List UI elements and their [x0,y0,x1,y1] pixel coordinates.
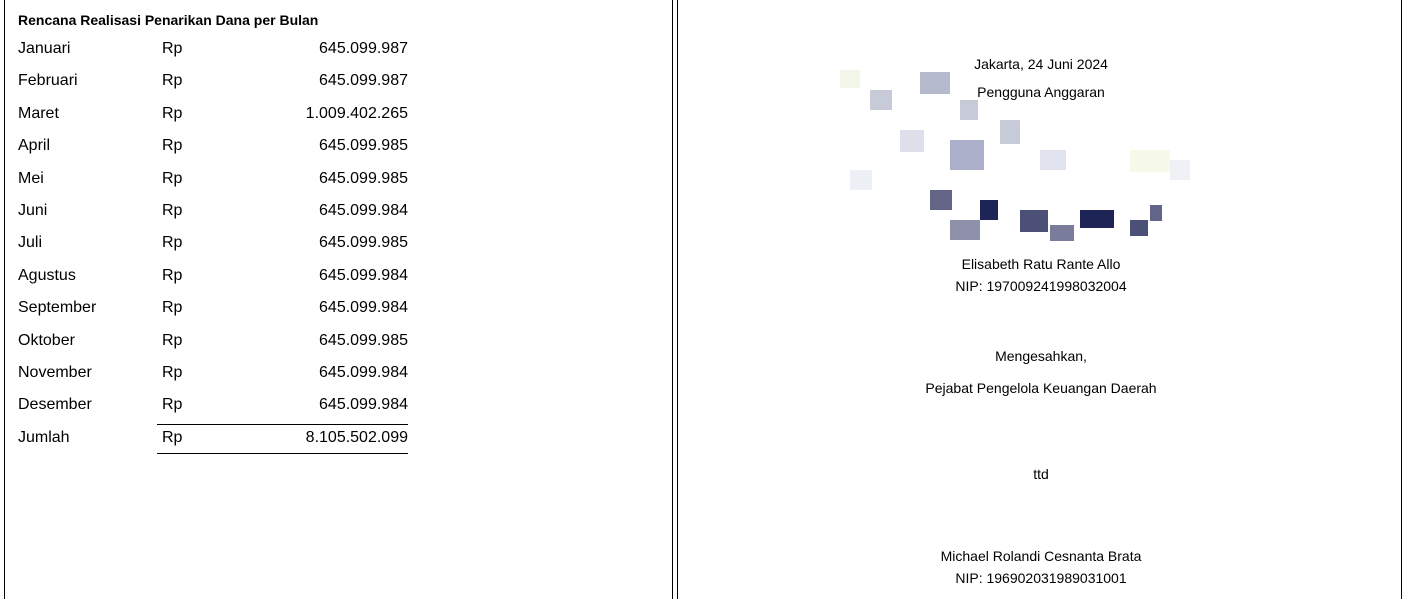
table-row: Februari Rp 645.099.987 [18,72,408,104]
currency: Rp [162,428,183,446]
currency: Rp [162,396,183,414]
table-row: Jumlah Rp 8.105.502.099 [18,429,408,461]
role: Pengguna Anggaran [977,84,1105,100]
month: Jumlah [18,428,70,446]
currency: Rp [162,40,183,57]
table-row: Oktober Rp 645.099.985 [18,332,408,364]
role: Pejabat Pengelola Keuangan Daerah [925,380,1157,396]
month: Juni [18,202,48,219]
month: November [18,364,92,381]
currency: Rp [162,331,183,349]
amount: 645.099.985 [319,331,408,349]
signer-nip: NIP: 197009241998032004 [955,278,1127,294]
amount: 645.099.985 [319,137,408,155]
currency: Rp [162,72,183,90]
table-row: Juni Rp 645.099.984 [18,202,408,234]
table-title: Rencana Realisasi Penarikan Dana per Bul… [18,12,319,28]
currency: Rp [162,169,183,187]
currency: Rp [162,104,183,122]
amount: 645.099.984 [319,266,408,284]
signer-nip: NIP: 196902031989031001 [955,570,1127,586]
table-row: Januari Rp 645.099.987 [18,40,408,72]
month: Juli [18,234,43,252]
amount: 1.009.402.265 [305,104,408,122]
currency: Rp [162,364,183,381]
amount: 645.099.987 [319,40,408,57]
table-row: Juli Rp 645.099.985 [18,234,408,266]
month: Februari [18,72,78,90]
border-right [1401,0,1402,599]
month: Oktober [18,331,75,349]
amount: 645.099.987 [319,72,408,90]
amount: 645.099.985 [319,234,408,252]
currency: Rp [162,137,183,155]
month: Maret [18,104,59,122]
approval: Mengesahkan, [995,348,1087,364]
place-date: Jakarta, 24 Juni 2024 [974,56,1108,72]
signer-name: Elisabeth Ratu Rante Allo [961,256,1121,272]
currency: Rp [162,234,183,252]
divider [672,0,673,599]
month: September [18,299,97,317]
table-row: Desember Rp 645.099.984 [18,396,408,428]
table-row: November Rp 645.099.984 [18,364,408,396]
table-row: April Rp 645.099.985 [18,137,408,169]
currency: Rp [162,266,183,284]
border-left [4,0,5,599]
total-underline [157,452,408,454]
month: Januari [18,40,71,57]
divider [677,0,678,599]
table-row: Maret Rp 1.009.402.265 [18,105,408,137]
month: Mei [18,169,44,187]
currency: Rp [162,299,183,317]
signer-name: Michael Rolandi Cesnanta Brata [940,548,1142,564]
month: April [18,137,51,155]
month: Agustus [18,266,76,284]
currency: Rp [162,202,183,219]
amount: 645.099.984 [319,202,408,219]
signature-image [840,70,1190,241]
amount: 645.099.984 [319,396,408,414]
table-row: Agustus Rp 645.099.984 [18,267,408,299]
amount: 645.099.984 [319,299,408,317]
amount: 645.099.985 [319,169,408,187]
signed-note: ttd [1033,466,1049,482]
table-row: Mei Rp 645.099.985 [18,170,408,202]
table-row: September Rp 645.099.984 [18,299,408,331]
amount: 8.105.502.099 [305,428,408,446]
amount: 645.099.984 [319,364,408,381]
total-rule [157,423,408,425]
month: Desember [18,396,92,414]
